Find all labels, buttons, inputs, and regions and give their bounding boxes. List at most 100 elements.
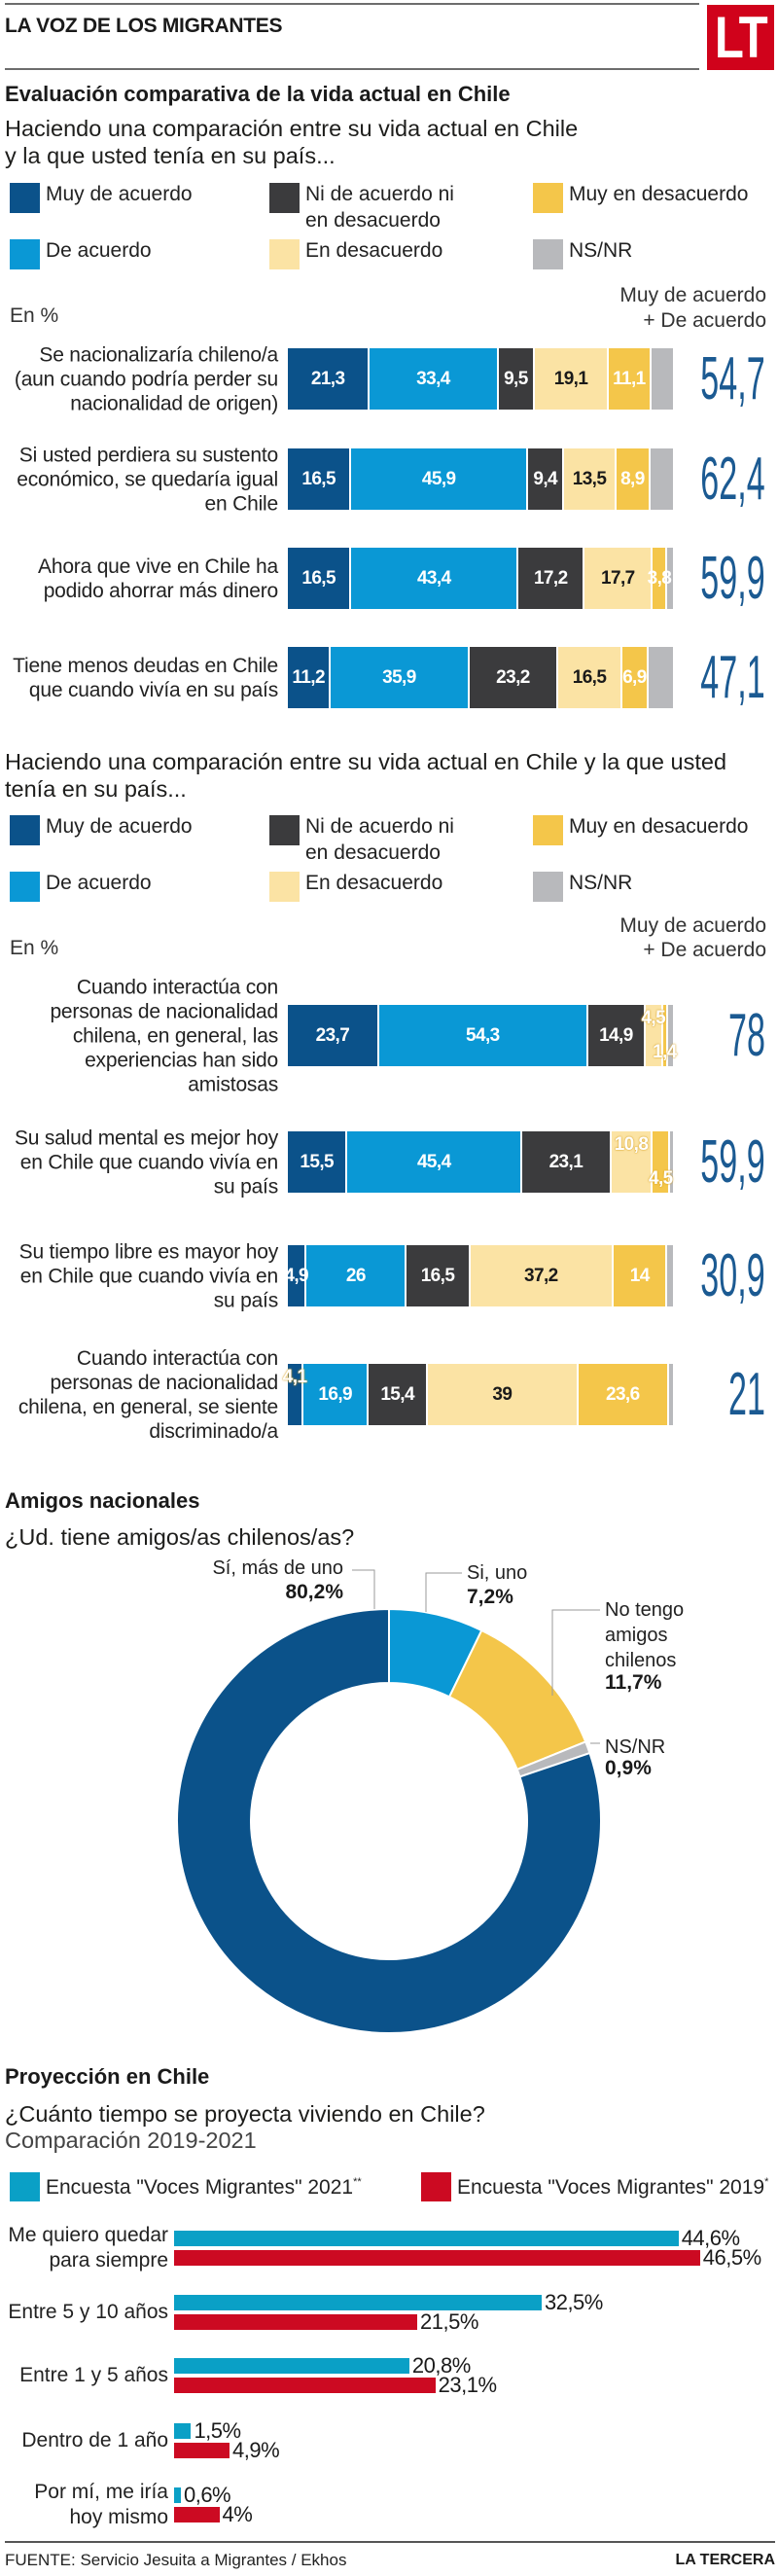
bar-segment: 16,5 <box>407 1245 471 1306</box>
legend-footnote-marker: * <box>764 2176 769 2188</box>
legend-label: Ni de acuerdo ni en desacuerdo <box>305 183 454 232</box>
segment-value-label: 16,5 <box>420 1265 455 1286</box>
category-label-line: Entre 1 y 5 años <box>19 2364 168 2386</box>
legend-label: NS/NR <box>569 872 633 894</box>
category-label-line: Por mí, me iría <box>34 2481 168 2503</box>
legend-swatch <box>269 183 300 213</box>
segment-value-label: 17,7 <box>601 567 635 589</box>
totals-header-line: + De acuerdo <box>643 939 766 961</box>
legend-label: Ni de acuerdo ni en desacuerdo <box>305 815 454 864</box>
legend-swatch <box>10 239 40 269</box>
bar-segment: 13,5 <box>564 448 617 510</box>
bar-segment <box>668 1005 673 1066</box>
segment-value-label: 3,8 <box>647 567 672 589</box>
amigos-title: Amigos nacionales <box>5 1488 200 1513</box>
segment-value-label: 37,2 <box>524 1265 558 1286</box>
donut-slice <box>176 1607 602 2034</box>
segment-value-label: 4,9 <box>284 1265 308 1286</box>
row-label-line: Tiene menos deudas en Chile <box>13 654 278 677</box>
bar-segment: 11,2 <box>288 647 332 708</box>
segment-value-label: 45,9 <box>421 468 456 489</box>
bar-segment: 39 <box>428 1364 579 1425</box>
segment-value-label: 15,4 <box>380 1383 414 1405</box>
totals-header-line: Muy de acuerdo <box>619 914 766 937</box>
row-label-line: (aun cuando podría perder su <box>14 368 278 390</box>
bar-segment: 19,1 <box>535 348 609 410</box>
bar-segment: 43,4 <box>351 548 519 609</box>
bar-segment: 11,1 <box>608 348 652 410</box>
row-label-line: Si usted perdiera su sustento <box>18 444 278 466</box>
segment-value-label: 39 <box>492 1383 513 1405</box>
segment-value-label: 33,4 <box>416 368 450 389</box>
legend-label-text: Encuesta "Voces Migrantes" 2019 <box>457 2176 765 2199</box>
bar-segment <box>667 1245 673 1306</box>
legend-swatch <box>269 815 300 845</box>
legend-swatch <box>10 183 40 213</box>
total-value: 30,9 <box>700 1241 765 1309</box>
bar-segment: 23,6 <box>578 1364 670 1425</box>
brand-name: LA TERCERA <box>675 2552 775 2568</box>
bar-segment: 23,1 <box>522 1131 612 1193</box>
leader-line <box>352 1569 375 1609</box>
bar-segment: 15,5 <box>288 1131 348 1193</box>
row-label-line: que cuando vivía en su país <box>28 678 278 701</box>
segment-value-label: 16,5 <box>301 567 336 589</box>
bar-segment <box>651 348 673 410</box>
segment-value-label: 11,1 <box>613 368 646 389</box>
bar-segment: 45,9 <box>351 448 529 510</box>
bar-value-label: 23,1% <box>438 2373 497 2397</box>
bar-segment <box>669 1364 673 1425</box>
legend-swatch <box>269 239 300 269</box>
bar-value-label: 46,5% <box>702 2245 761 2270</box>
row-label-line: amistosas <box>188 1073 278 1095</box>
totals-header-line: Muy de acuerdo <box>619 284 766 306</box>
legend-label: Muy de acuerdo <box>46 183 193 205</box>
total-value: 78 <box>728 1001 765 1069</box>
bar-segment: 37,2 <box>470 1245 614 1306</box>
total-value: 59,9 <box>700 1127 765 1196</box>
row-label-line: discriminado/a <box>149 1419 278 1443</box>
bar <box>174 2507 220 2522</box>
legend-swatch <box>533 815 563 845</box>
bar-segment: 33,4 <box>370 348 499 410</box>
row-label-line: económico, se quedaría igual <box>17 468 278 490</box>
segment-value-label: 54,3 <box>466 1024 500 1046</box>
bar-value-label: 4% <box>222 2502 253 2526</box>
legend-swatch <box>10 2172 40 2201</box>
category-label-line: hoy mismo <box>69 2506 168 2528</box>
bar-segment: 23,7 <box>288 1005 379 1066</box>
proyeccion-title: Proyección en Chile <box>5 2064 210 2089</box>
bar-value-label: 4,9% <box>231 2438 280 2462</box>
segment-value-label: 19,1 <box>553 368 588 389</box>
subtitle-line: Haciendo una comparación entre su vida a… <box>5 749 727 774</box>
row-label: Si usted perdiera su sustento económico, … <box>17 443 278 516</box>
proyeccion-question: ¿Cuánto tiempo se proyecta viviendo en C… <box>5 2101 485 2127</box>
donut-slice-label: NS/NR <box>605 1736 666 1758</box>
legend-label: Muy en desacuerdo <box>569 815 749 838</box>
bar-segment: 1,4 <box>653 1005 677 1066</box>
bar-segment: 21,3 <box>288 348 371 410</box>
segment-value-label: 15,5 <box>300 1151 334 1172</box>
section1-unit-label: En % <box>10 304 59 327</box>
donut-slice-label: Sí, más de uno <box>212 1557 343 1579</box>
category-label-line: Me quiero quedar <box>8 2224 168 2246</box>
segment-value-label: 35,9 <box>382 666 416 688</box>
bar-segment: 10,8 <box>611 1131 654 1193</box>
category-label: Me quiero quedar para siempre <box>8 2223 168 2273</box>
category-label-line: para siempre <box>49 2249 168 2272</box>
row-label: Su tiempo libre es mayor hoy en Chile que… <box>19 1239 279 1312</box>
bar-value-label: 1,5% <box>194 2418 241 2443</box>
row-label: Ahora que vive en Chile ha podido ahorrar… <box>38 555 278 603</box>
segment-value-label: 17,2 <box>533 567 568 589</box>
leader-line <box>425 1572 462 1612</box>
segment-value-label: 23,1 <box>548 1151 584 1172</box>
bar-value-label: 0,6% <box>183 2483 231 2507</box>
bar-segment: 26 <box>306 1245 407 1306</box>
bar-segment: 4,1 <box>283 1364 307 1425</box>
total-value: 47,1 <box>700 643 765 711</box>
row-label-line: chilena, en general, las <box>72 1024 278 1047</box>
legend-label: NS/NR <box>569 239 633 262</box>
total-value: 54,7 <box>700 344 765 412</box>
row-label-line: personas de nacionalidad <box>50 1371 278 1394</box>
